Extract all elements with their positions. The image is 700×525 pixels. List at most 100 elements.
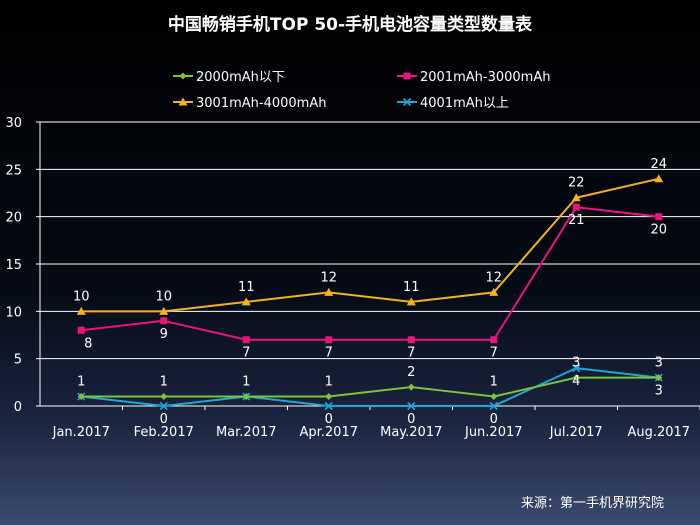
data-label: 0 xyxy=(325,412,333,427)
x-tick-label: Jan.2017 xyxy=(52,425,110,440)
y-tick-label: 25 xyxy=(5,163,22,178)
data-point xyxy=(490,336,498,344)
legend-label: 2000mAh以下 xyxy=(196,70,285,85)
data-label: 8 xyxy=(84,336,92,351)
data-point xyxy=(571,193,581,202)
data-point xyxy=(324,287,334,296)
series-line xyxy=(81,376,659,398)
data-point xyxy=(572,364,581,373)
data-point xyxy=(406,297,416,306)
data-label: 9 xyxy=(160,327,168,342)
gridlines xyxy=(40,121,700,360)
data-label: 3 xyxy=(572,356,580,371)
legend-label: 3001mAh-4000mAh xyxy=(196,96,326,111)
data-label: 12 xyxy=(485,270,502,285)
series-2 xyxy=(77,203,663,344)
legend-label: 4001mAh以上 xyxy=(420,96,509,111)
data-label: 20 xyxy=(650,223,667,238)
data-label: 22 xyxy=(568,176,585,191)
series-line xyxy=(81,367,659,407)
data-point xyxy=(159,306,169,315)
data-point xyxy=(572,203,580,211)
data-label: 4 xyxy=(572,374,580,389)
data-label: 11 xyxy=(403,280,420,295)
data-label: 7 xyxy=(490,346,498,361)
y-tick-label: 15 xyxy=(5,258,22,273)
legend-item: 3001mAh-4000mAh xyxy=(173,96,326,111)
y-tick-label: 0 xyxy=(14,400,22,415)
series-1 xyxy=(77,374,663,401)
legend-item: 2000mAh以下 xyxy=(173,70,285,85)
data-label: 0 xyxy=(490,412,498,427)
data-point xyxy=(160,393,168,401)
data-point xyxy=(77,393,85,401)
data-point xyxy=(325,393,333,401)
data-label: 11 xyxy=(238,280,255,295)
data-label: 10 xyxy=(73,289,90,304)
data-point xyxy=(655,213,663,221)
data-point xyxy=(403,72,411,80)
x-tick-label: Jun.2017 xyxy=(464,425,523,440)
data-label: 1 xyxy=(490,375,498,390)
data-label: 7 xyxy=(242,346,250,361)
series-4 xyxy=(77,364,663,411)
y-tick-label: 30 xyxy=(5,116,22,131)
x-tick-label: Apr.2017 xyxy=(299,425,358,440)
y-tick-label: 20 xyxy=(5,211,22,226)
data-label: 7 xyxy=(407,346,415,361)
data-label: 0 xyxy=(160,412,168,427)
data-point xyxy=(325,336,333,344)
series-line xyxy=(81,177,659,313)
data-label: 1 xyxy=(160,375,168,390)
data-label: 1 xyxy=(242,375,250,390)
data-point xyxy=(77,326,85,334)
data-label: 24 xyxy=(650,157,667,172)
data-label: 12 xyxy=(320,270,337,285)
legend: 2000mAh以下 2001mAh-3000mAh 3001mAh-4000mAh 4… xyxy=(173,70,550,111)
data-point xyxy=(160,317,168,325)
data-point xyxy=(402,97,412,107)
data-point xyxy=(179,72,187,80)
data-point xyxy=(76,306,86,315)
series-line xyxy=(81,206,659,341)
data-label: 1 xyxy=(325,375,333,390)
data-label: 1 xyxy=(77,375,85,390)
y-tick-label: 10 xyxy=(5,305,22,320)
data-label: 0 xyxy=(407,412,415,427)
data-label: 10 xyxy=(155,289,172,304)
series-3 xyxy=(76,174,664,315)
data-point xyxy=(159,401,168,411)
x-tick-label: Aug.2017 xyxy=(627,425,690,440)
series-group xyxy=(76,174,664,411)
y-tick-label: 5 xyxy=(14,353,22,368)
x-tick-label: Jul.2017 xyxy=(549,425,603,440)
data-point xyxy=(572,374,580,382)
source-note: 来源：第一手机界研究院 xyxy=(521,496,664,511)
legend-item: 2001mAh-3000mAh xyxy=(397,70,550,85)
data-label: 3 xyxy=(655,356,663,371)
data-point xyxy=(654,174,664,183)
data-label: 2 xyxy=(407,365,415,380)
data-point xyxy=(178,97,188,106)
legend-item: 4001mAh以上 xyxy=(397,96,509,111)
data-point xyxy=(490,393,498,401)
data-point xyxy=(489,287,499,296)
data-point xyxy=(324,401,333,411)
data-point xyxy=(407,336,415,344)
data-point xyxy=(241,297,251,306)
data-point xyxy=(242,393,250,401)
data-point xyxy=(407,383,415,391)
data-label: 3 xyxy=(655,384,663,399)
data-point xyxy=(489,401,498,411)
chart-title: 中国畅销手机TOP 50-手机电池容量类型数量表 xyxy=(168,14,533,35)
data-label: 21 xyxy=(568,213,585,228)
data-label: 7 xyxy=(325,346,333,361)
legend-label: 2001mAh-3000mAh xyxy=(420,70,550,85)
x-tick-label: Feb.2017 xyxy=(134,425,194,440)
data-point xyxy=(655,374,663,382)
data-point xyxy=(242,336,250,344)
